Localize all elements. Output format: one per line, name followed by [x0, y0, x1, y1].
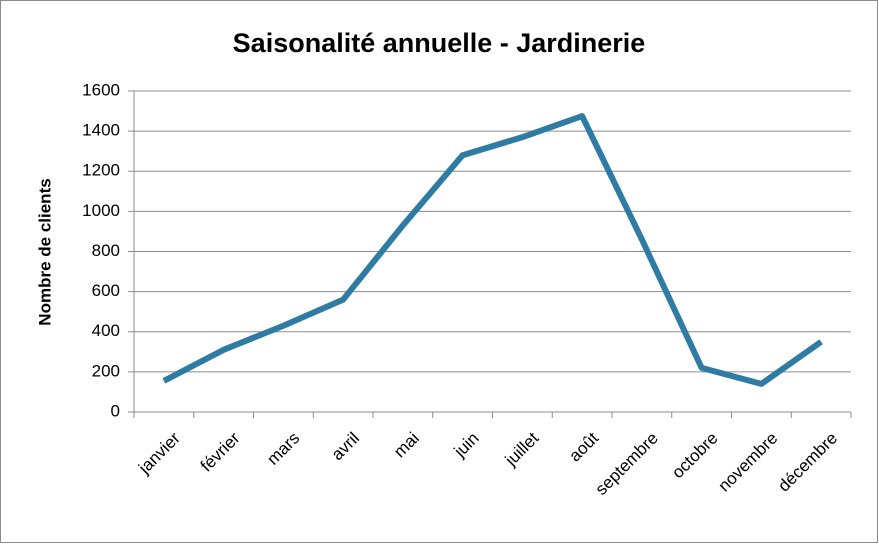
data-line	[162, 113, 823, 387]
y-tick-label: 800	[92, 241, 120, 260]
y-tick-label: 0	[111, 401, 120, 420]
y-axis-label: Nombre de clients	[35, 178, 54, 325]
y-tick-label: 1000	[82, 201, 120, 220]
y-tick-label: 1200	[82, 161, 120, 180]
y-tick-label: 400	[92, 321, 120, 340]
y-tick-label: 1400	[82, 121, 120, 140]
y-tick-label: 1600	[82, 80, 120, 99]
y-tick-label: 600	[92, 281, 120, 300]
y-tick-label: 200	[92, 361, 120, 380]
chart-title: Saisonalité annuelle - Jardinerie	[233, 28, 646, 58]
